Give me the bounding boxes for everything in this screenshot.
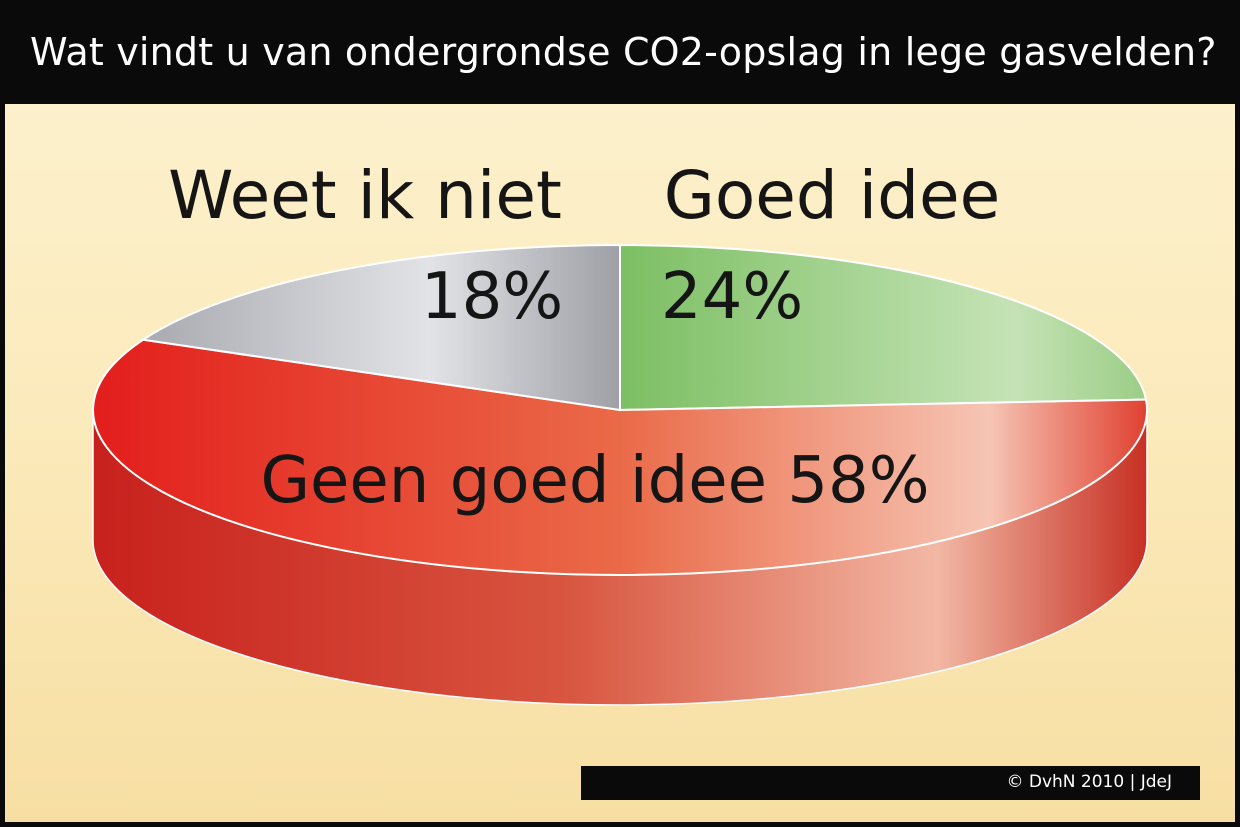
pie-chart: Weet ik niet Goed idee 18% 24% Geen goed… [92, 157, 1149, 706]
category-label-goed-idee: Goed idee [664, 157, 1000, 234]
title-bar: Wat vindt u van ondergrondse CO2-opslag … [0, 0, 1240, 104]
chart-title: Wat vindt u van ondergrondse CO2-opslag … [30, 30, 1217, 74]
credit-bar: © DvhN 2010 | JdeJ [581, 766, 1200, 800]
pie-slice-weet-ik-niet [140, 243, 621, 412]
data-label-goed-idee: 24% [661, 260, 803, 334]
data-label-geen-goed-idee: Geen goed idee 58% [260, 444, 929, 518]
pie-slice-geen-goed-idee [92, 338, 1149, 576]
pie-slice-goed-idee [619, 243, 1148, 412]
category-label-weet-ik-niet: Weet ik niet [168, 157, 562, 234]
data-label-weet-ik-niet: 18% [421, 260, 563, 334]
credit-text: © DvhN 2010 | JdeJ [1006, 772, 1172, 792]
